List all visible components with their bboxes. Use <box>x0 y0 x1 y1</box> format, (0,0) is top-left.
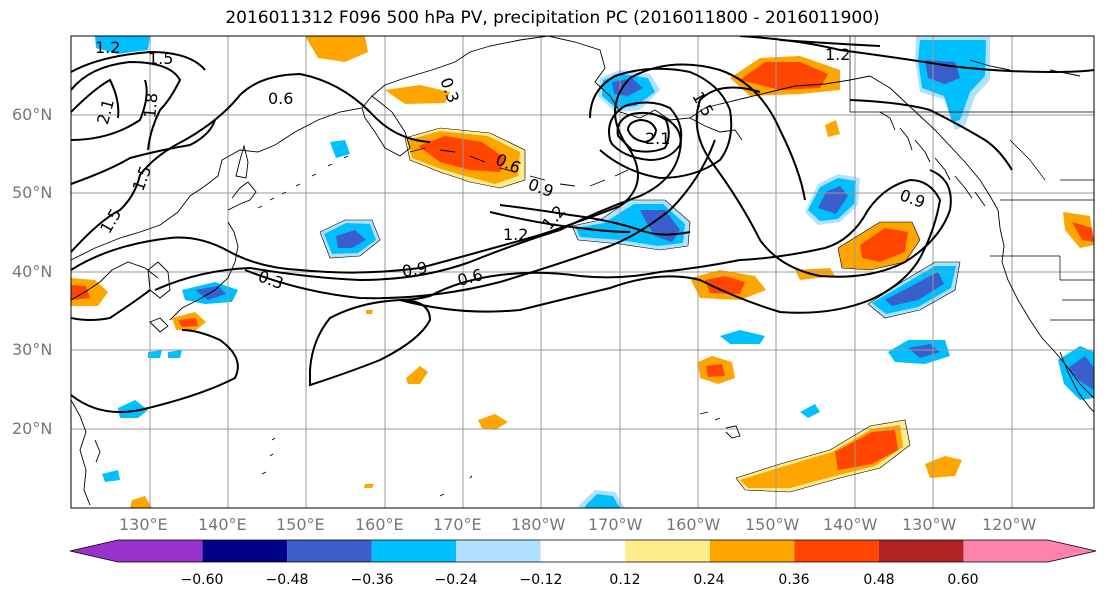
lon-tick: 170°W <box>588 515 643 534</box>
coastlines <box>71 36 1094 506</box>
colorbar-label: −0.36 <box>350 572 394 588</box>
contour-label: 1.2 <box>503 225 528 244</box>
lon-tick: 160°E <box>355 515 404 534</box>
colorbar-swatch <box>794 540 879 562</box>
colorbar-label: 0.36 <box>778 572 810 588</box>
lon-tick: 140°E <box>198 515 247 534</box>
colorbar-label: −0.48 <box>265 572 309 588</box>
lon-tick: 140°W <box>823 515 878 534</box>
colorbar-label: −0.12 <box>519 572 563 588</box>
contour-label: 2.1 <box>645 129 670 148</box>
precip-outlines <box>319 127 961 493</box>
colorbar-swatch <box>202 540 288 562</box>
pv-contours <box>71 36 1094 414</box>
lon-tick: 160°W <box>666 515 721 534</box>
map-title: 2016011312 F096 500 hPa PV, precipitatio… <box>225 8 880 28</box>
lat-tick: 30°N <box>12 340 53 359</box>
lat-tick: 60°N <box>12 105 53 124</box>
map-frame <box>70 35 1095 509</box>
colorbar-outline <box>69 539 1097 563</box>
colorbar-swatch <box>878 540 964 562</box>
lon-tick: 170°E <box>433 515 482 534</box>
colorbar-swatch <box>287 540 372 562</box>
colorbar-label: −0.60 <box>180 572 224 588</box>
lon-tick: 150°E <box>276 515 325 534</box>
colorbar-label: 0.12 <box>609 572 641 588</box>
lon-tick: 130°W <box>902 515 957 534</box>
contour-label: 1.2 <box>825 45 850 64</box>
lon-tick: 150°W <box>745 515 800 534</box>
colorbar-swatch <box>540 540 626 562</box>
lat-tick: 40°N <box>12 262 53 281</box>
colorbar-swatch <box>963 540 1096 562</box>
colorbar-swatch <box>70 540 203 562</box>
contour-label: 0.6 <box>268 89 293 108</box>
colorbar-label: 0.60 <box>947 572 979 588</box>
lon-tick: 120°W <box>982 515 1037 534</box>
precip-positive-areas <box>71 36 1094 508</box>
colorbar-label: 0.48 <box>863 572 895 588</box>
lon-tick: 130°E <box>119 515 168 534</box>
colorbar-swatch <box>371 540 457 562</box>
colorbar-label: −0.24 <box>434 572 478 588</box>
colorbar-swatch <box>456 540 541 562</box>
colorbar-label: 0.24 <box>693 572 725 588</box>
colorbar-swatch <box>625 540 710 562</box>
colorbar-swatch <box>709 540 795 562</box>
contour-label: 1.5 <box>148 49 173 68</box>
contour-label: 0.9 <box>400 258 428 281</box>
contour-label: 1.2 <box>95 38 120 57</box>
lon-tick: 180°W <box>511 515 566 534</box>
lat-tick: 20°N <box>12 419 53 438</box>
contour-label: 1.8 <box>140 92 161 119</box>
lat-tick: 50°N <box>12 183 53 202</box>
colorbar <box>69 539 1097 563</box>
